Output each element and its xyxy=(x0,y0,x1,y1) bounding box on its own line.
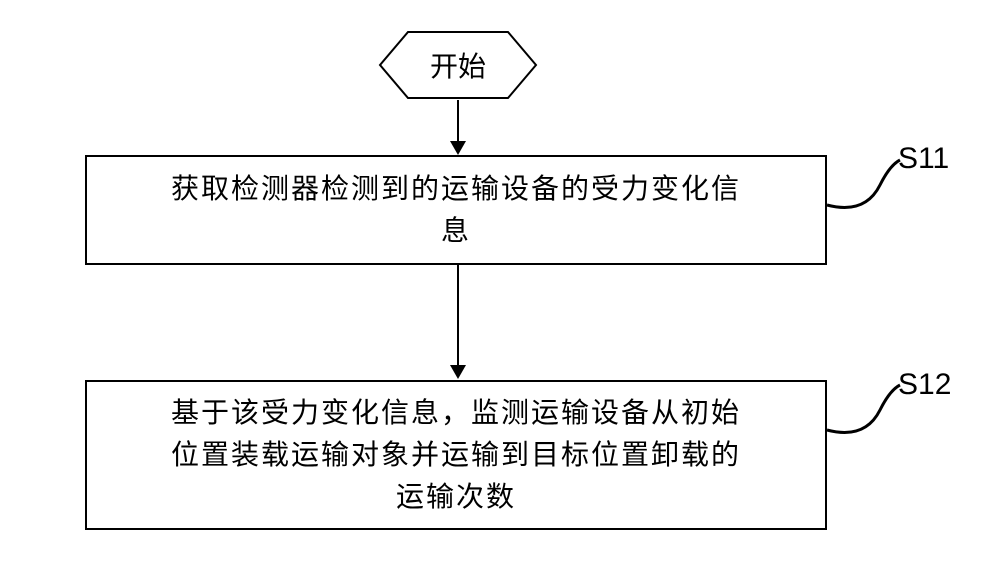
flowchart-canvas: 开始 获取检测器检测到的运输设备的受力变化信 息 基于该受力变化信息，监测运输设… xyxy=(0,0,1000,588)
connector-s12 xyxy=(0,0,1000,588)
